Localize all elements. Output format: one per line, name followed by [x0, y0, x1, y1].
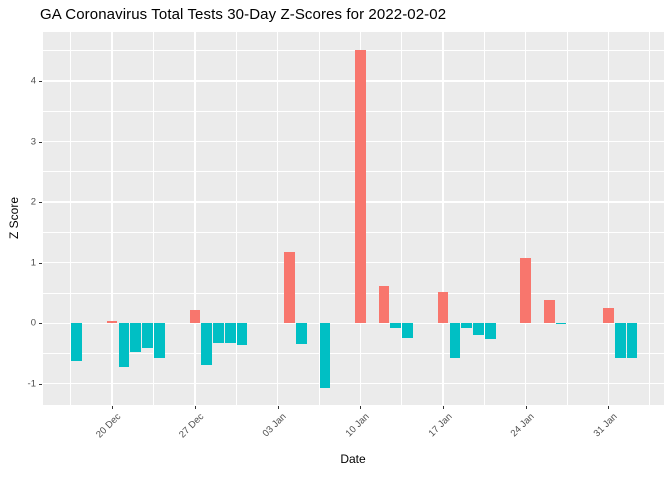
bar-2022-01-17	[437, 292, 449, 324]
y-major-gridline	[43, 262, 664, 264]
bar-2021-12-24	[154, 323, 165, 359]
x-minor-gridline	[566, 32, 568, 405]
x-tick-mark	[525, 406, 527, 409]
y-major-gridline	[43, 80, 664, 82]
bar-2022-02-01	[614, 323, 626, 359]
y-tick-label: 1	[30, 256, 36, 268]
x-minor-gridline	[153, 32, 154, 405]
y-tick-mark	[39, 262, 42, 264]
bar-2022-01-05	[295, 323, 307, 344]
bar-2022-01-21	[484, 323, 496, 339]
y-tick-mark	[39, 141, 42, 143]
y-major-gridline	[43, 322, 664, 324]
bar-2021-12-17	[71, 323, 82, 362]
x-tick-mark	[194, 406, 196, 409]
bar-2022-01-27	[555, 323, 567, 325]
y-tick-label: 3	[30, 135, 36, 147]
y-minor-gridline	[43, 353, 664, 354]
y-major-gridline	[43, 140, 664, 143]
x-tick-mark	[360, 406, 362, 409]
bar-2022-01-04	[284, 251, 295, 324]
y-major-gridline	[43, 201, 664, 203]
y-axis-title: Z Score	[7, 196, 21, 240]
x-major-gridline	[276, 32, 279, 405]
y-tick-mark	[39, 323, 42, 325]
x-tick-mark	[608, 406, 610, 409]
x-axis-title: Date	[340, 452, 366, 466]
bar-2022-01-24	[520, 258, 532, 324]
bar-2022-01-19	[461, 323, 472, 329]
bar-2021-12-20	[106, 321, 118, 324]
bar-2022-01-13	[390, 323, 402, 329]
bar-2022-01-31	[603, 307, 614, 324]
bar-2021-12-29	[213, 323, 224, 344]
x-tick-mark	[112, 406, 114, 409]
x-minor-gridline	[318, 32, 320, 405]
x-tick-mark	[277, 406, 279, 409]
x-major-gridline	[442, 32, 444, 405]
y-minor-gridline	[43, 50, 664, 52]
plot-panel	[43, 32, 664, 405]
x-major-gridline	[607, 32, 610, 405]
x-tick-label: 17 Jan	[426, 411, 455, 440]
y-tick-mark	[39, 81, 42, 83]
y-minor-gridline	[43, 171, 664, 173]
bar-2022-02-02	[626, 323, 638, 359]
x-tick-label: 31 Jan	[591, 411, 620, 440]
x-minor-gridline	[483, 32, 485, 405]
bar-2022-01-14	[402, 323, 413, 338]
bar-2022-01-12	[378, 285, 390, 324]
y-minor-gridline	[43, 232, 664, 233]
y-tick-mark	[39, 383, 42, 385]
y-tick-mark	[39, 202, 42, 204]
x-tick-label: 27 Dec	[176, 411, 206, 441]
y-tick-label: 0	[30, 317, 36, 329]
x-tick-label: 20 Dec	[94, 411, 124, 441]
x-tick-mark	[443, 406, 445, 409]
x-minor-gridline	[235, 32, 237, 405]
bar-2021-12-23	[142, 323, 153, 349]
x-tick-label: 24 Jan	[508, 411, 537, 440]
bar-2022-01-20	[473, 323, 484, 336]
x-major-gridline	[111, 32, 113, 405]
x-tick-label: 03 Jan	[260, 411, 289, 440]
y-tick-label: -1	[27, 378, 36, 390]
x-minor-gridline	[70, 32, 72, 405]
bar-2022-01-18	[449, 323, 461, 358]
x-major-gridline	[525, 32, 527, 405]
x-minor-gridline	[649, 32, 651, 405]
bar-2022-01-10	[354, 50, 366, 324]
y-minor-gridline	[43, 110, 664, 112]
y-tick-label: 4	[30, 75, 36, 87]
bar-2021-12-27	[189, 309, 201, 324]
x-minor-gridline	[401, 32, 403, 405]
bar-2022-01-26	[544, 299, 555, 324]
y-minor-gridline	[43, 292, 664, 294]
bar-2021-12-28	[201, 323, 212, 366]
bar-2021-12-22	[130, 323, 142, 353]
chart-title: GA Coronavirus Total Tests 30-Day Z-Scor…	[40, 6, 447, 23]
bar-2022-01-07	[319, 323, 331, 389]
y-major-gridline	[43, 383, 664, 385]
x-major-gridline	[194, 32, 196, 405]
y-tick-label: 2	[30, 196, 36, 208]
bar-2021-12-30	[224, 323, 236, 343]
bar-2021-12-31	[236, 323, 248, 346]
x-tick-label: 10 Jan	[343, 411, 372, 440]
bar-2021-12-21	[118, 323, 130, 368]
